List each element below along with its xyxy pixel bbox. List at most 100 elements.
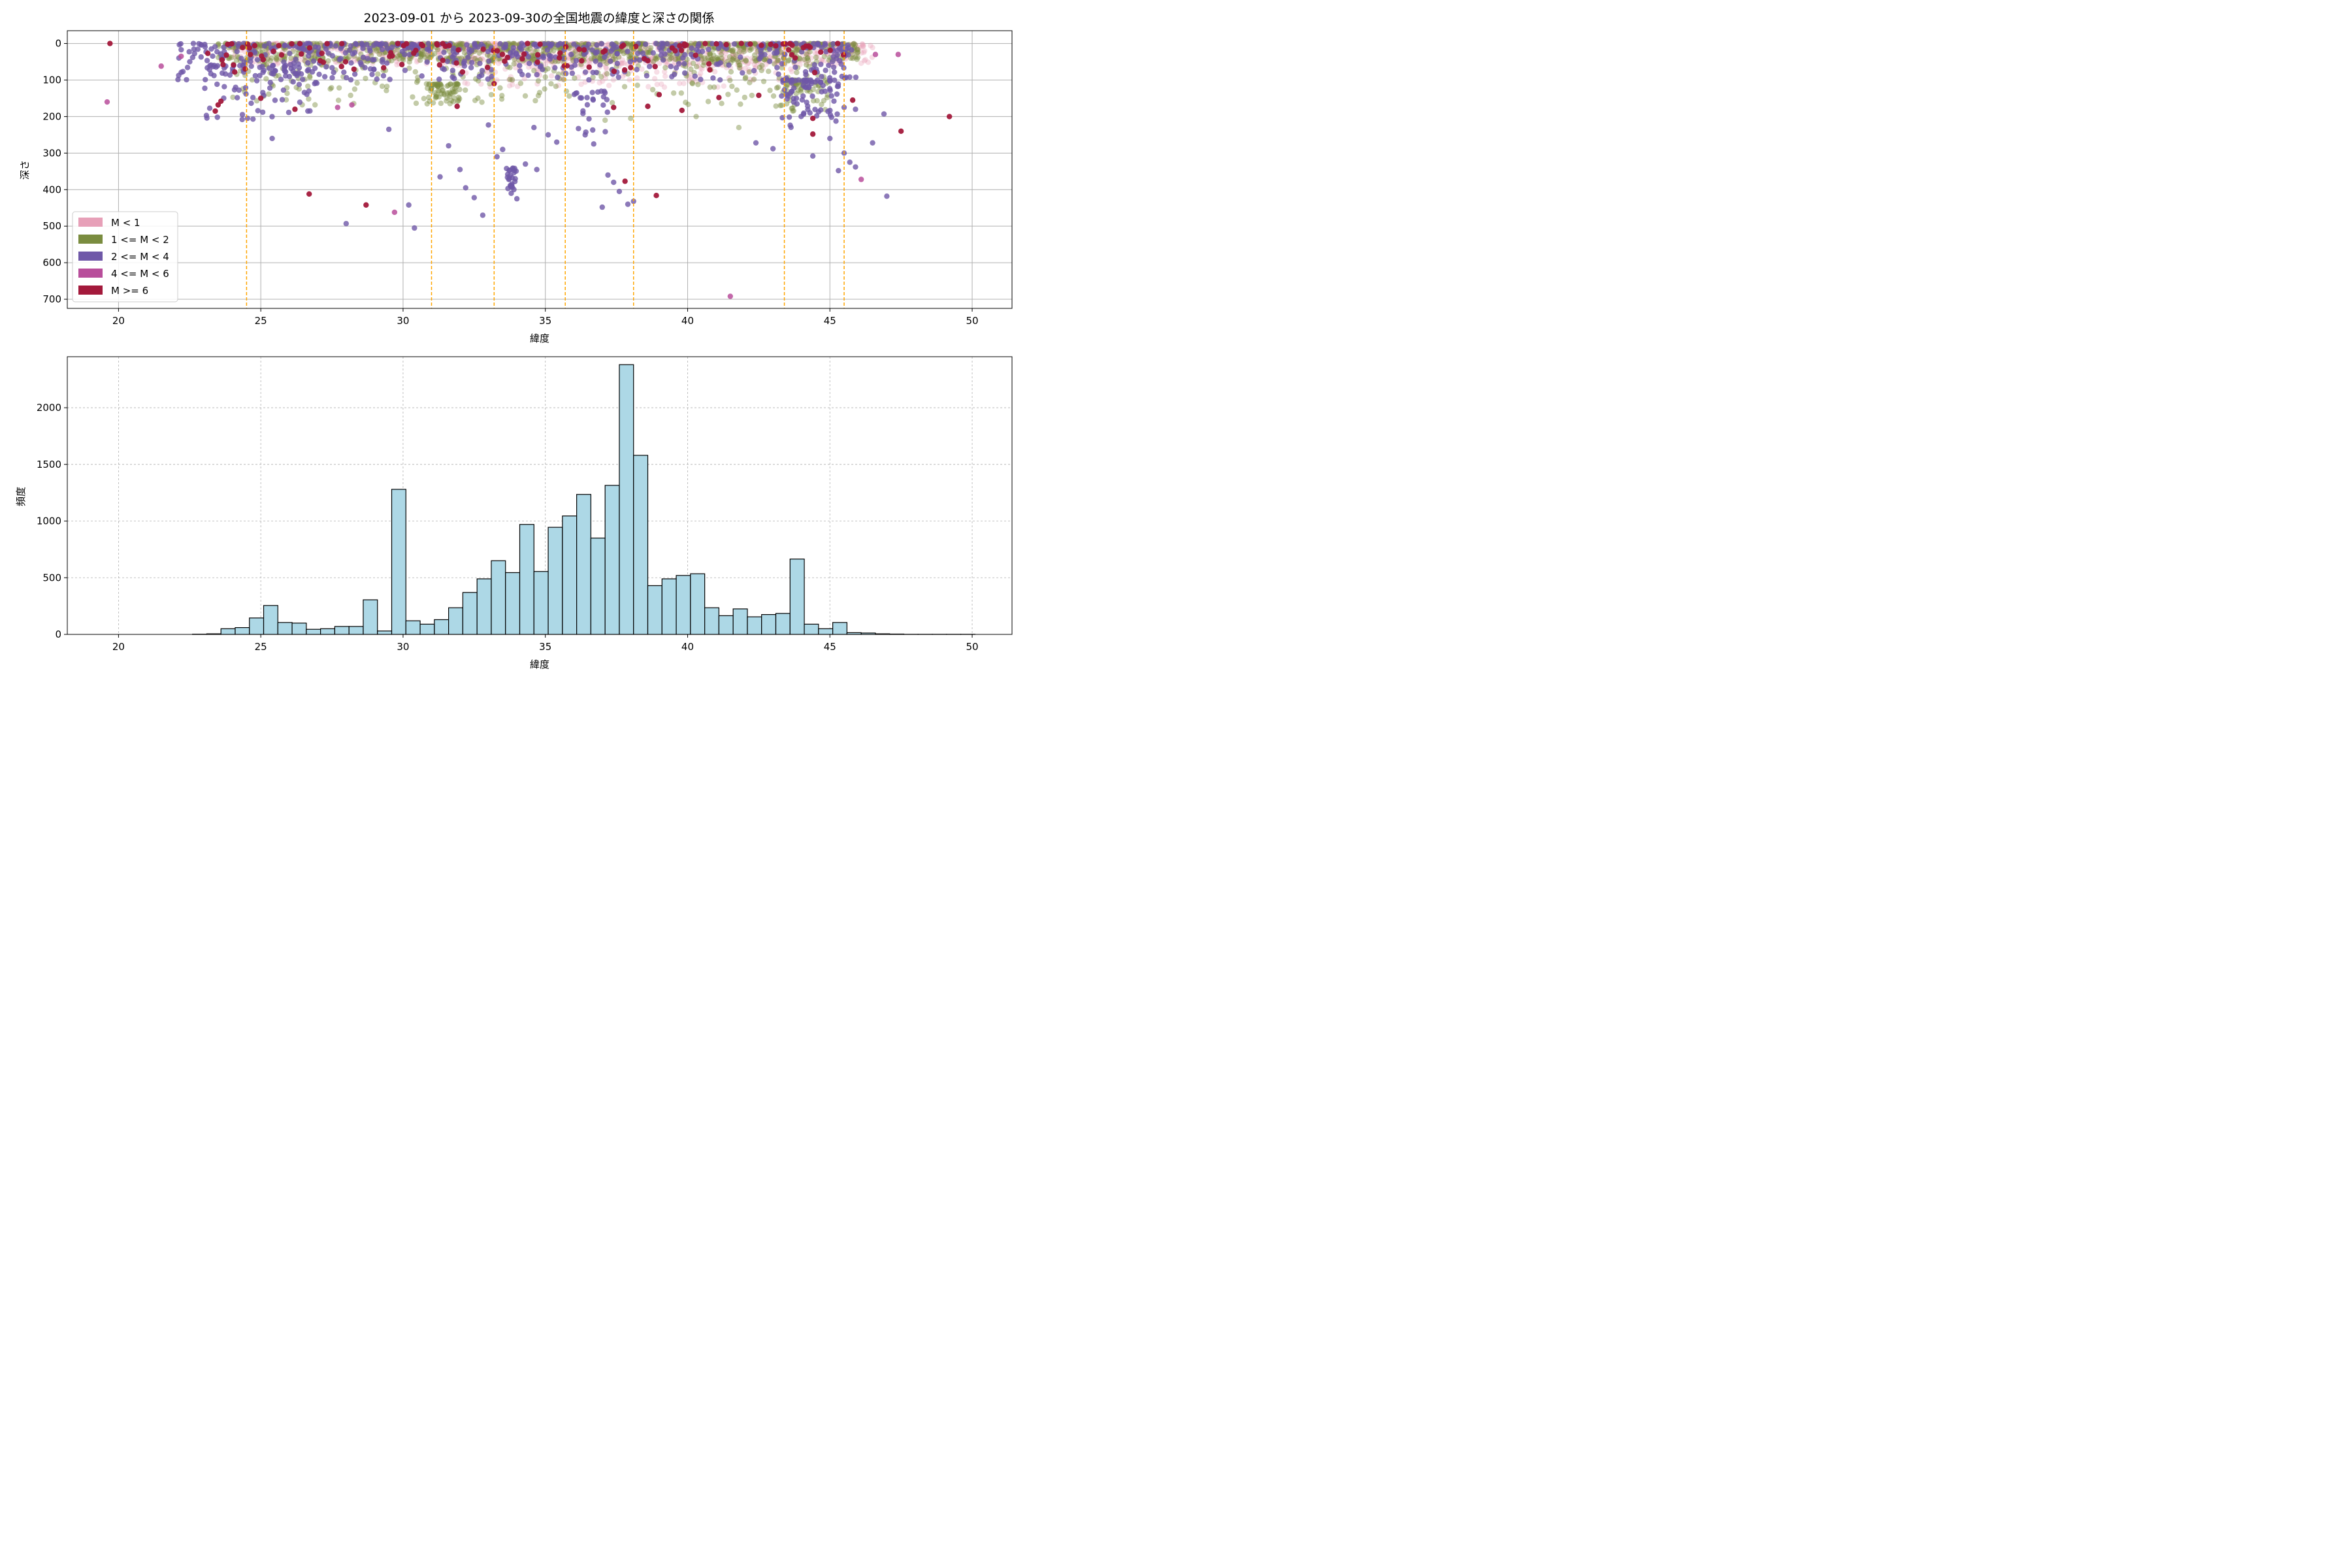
scatter-point xyxy=(187,59,193,65)
scatter-point xyxy=(540,55,546,61)
scatter-point xyxy=(549,73,555,79)
scatter-point xyxy=(750,77,756,83)
scatter-point xyxy=(870,140,875,146)
scatter-point xyxy=(546,52,552,59)
scatter-point xyxy=(394,61,400,68)
scatter-point xyxy=(436,94,442,100)
scatter-point xyxy=(661,84,668,90)
scatter-point xyxy=(728,69,734,75)
scatter-point xyxy=(787,66,794,73)
histogram-bar xyxy=(249,617,265,635)
scatter-point xyxy=(477,60,483,67)
scatter-point xyxy=(858,50,864,56)
scatter-point xyxy=(456,42,462,48)
scatter-point xyxy=(553,83,559,90)
scatter-point xyxy=(353,41,359,47)
scatter-point xyxy=(435,84,441,90)
scatter-point xyxy=(555,74,561,80)
scatter-point xyxy=(511,169,517,176)
scatter-point xyxy=(739,45,745,51)
scatter-x-tick-label: 30 xyxy=(397,315,409,327)
scatter-point xyxy=(804,52,810,58)
scatter-point xyxy=(725,91,731,97)
scatter-point xyxy=(830,54,836,60)
scatter-point xyxy=(270,62,276,69)
scatter-point xyxy=(639,66,645,72)
scatter-point xyxy=(757,61,764,67)
scatter-point xyxy=(553,139,560,145)
scatter-point xyxy=(406,56,412,61)
histogram-y-tick-label: 0 xyxy=(55,629,61,640)
scatter-point xyxy=(668,54,675,61)
histogram-bar xyxy=(476,578,492,635)
scatter-point xyxy=(411,50,417,56)
scatter-point xyxy=(276,42,282,49)
scatter-point xyxy=(670,90,677,96)
scatter-y-tick-label: 500 xyxy=(42,220,61,232)
scatter-point xyxy=(819,57,825,63)
scatter-point xyxy=(822,41,828,46)
histogram-bar xyxy=(448,607,464,635)
scatter-point xyxy=(551,59,557,65)
scatter-point xyxy=(759,42,764,48)
scatter-point xyxy=(689,80,695,86)
histogram-y-tick-label: 1000 xyxy=(37,515,61,527)
scatter-point xyxy=(583,56,589,61)
scatter-point xyxy=(531,56,537,61)
histogram-bar xyxy=(789,559,805,635)
histogram-y-tick-label: 2000 xyxy=(37,402,61,414)
scatter-point xyxy=(231,62,237,68)
scatter-point xyxy=(439,88,446,93)
scatter-point xyxy=(255,108,261,114)
scatter-point xyxy=(767,88,773,93)
scatter-point xyxy=(451,82,457,88)
scatter-point xyxy=(800,44,806,51)
scatter-point xyxy=(329,53,335,59)
scatter-point xyxy=(736,60,742,66)
scatter-point xyxy=(468,65,474,71)
histogram-bar xyxy=(804,623,819,635)
scatter-point xyxy=(599,78,606,84)
scatter-point xyxy=(437,174,443,180)
scatter-point xyxy=(435,46,441,52)
histogram-x-tick-label: 25 xyxy=(255,641,267,653)
scatter-point xyxy=(672,55,679,61)
scatter-point xyxy=(768,41,774,48)
scatter-point xyxy=(672,56,679,62)
scatter-point xyxy=(257,95,264,101)
scatter-point xyxy=(451,86,458,91)
scatter-y-axis-label: 深さ xyxy=(19,160,31,180)
scatter-point xyxy=(572,75,578,81)
scatter-point xyxy=(365,56,370,61)
scatter-point xyxy=(797,56,803,62)
scatter-point xyxy=(826,62,832,69)
scatter-point xyxy=(451,89,457,95)
scatter-point xyxy=(479,56,485,62)
scatter-point xyxy=(858,60,864,67)
scatter-point xyxy=(654,81,660,88)
scatter-point xyxy=(637,45,643,51)
scatter-point xyxy=(610,77,617,83)
scatter-point xyxy=(250,95,256,101)
scatter-series-4 xyxy=(107,41,953,208)
scatter-point xyxy=(525,72,531,78)
scatter-point xyxy=(432,90,438,96)
scatter-point xyxy=(375,49,381,55)
scatter-point xyxy=(811,61,817,68)
scatter-point xyxy=(478,56,483,63)
scatter-point xyxy=(356,49,362,55)
scatter-point xyxy=(576,46,582,52)
scatter-point xyxy=(619,61,625,67)
scatter-point xyxy=(396,56,402,62)
scatter-point xyxy=(740,46,747,52)
scatter-point xyxy=(785,58,791,64)
scatter-point xyxy=(534,52,541,58)
scatter-point xyxy=(306,73,313,80)
scatter-point xyxy=(652,63,658,70)
scatter-point xyxy=(526,60,532,67)
scatter-point xyxy=(729,48,736,54)
scatter-point xyxy=(819,44,825,51)
scatter-point xyxy=(642,46,649,52)
scatter-point xyxy=(476,50,482,56)
scatter-point xyxy=(498,96,505,102)
